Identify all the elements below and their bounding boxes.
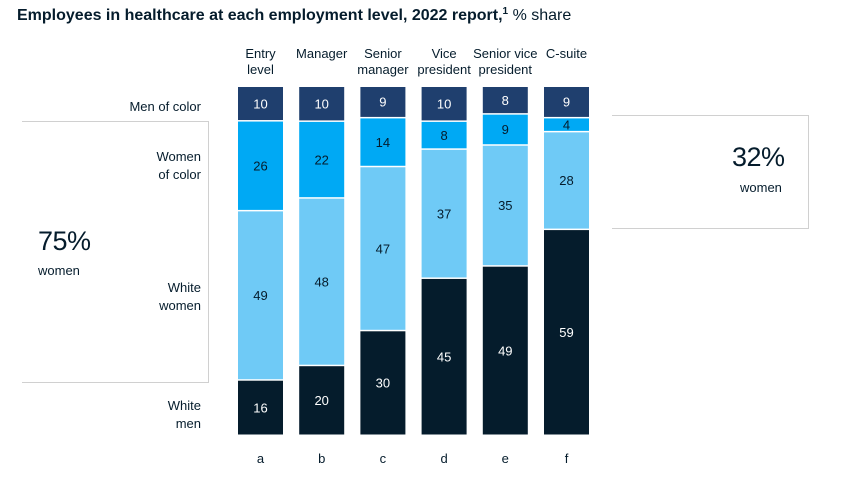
bar-white-men-d xyxy=(421,278,467,435)
row-label-men-of-color: Men of color xyxy=(129,99,201,114)
data-label-white-women-b: 48 xyxy=(314,274,328,289)
category-label-d: Vice president xyxy=(417,46,471,77)
data-label-women-of-color-f: 4 xyxy=(563,117,570,132)
right-women-percent: 32% xyxy=(732,142,785,172)
data-label-men-of-color-a: 10 xyxy=(253,96,267,111)
data-label-white-men-b: 20 xyxy=(314,393,328,408)
data-label-men-of-color-b: 10 xyxy=(314,96,328,111)
data-label-men-of-color-e: 8 xyxy=(502,93,509,108)
category-label-a: Entry level xyxy=(245,46,276,77)
data-label-white-men-d: 45 xyxy=(437,349,451,364)
women-callout-box-right xyxy=(612,115,809,229)
data-label-white-men-e: 49 xyxy=(498,343,512,358)
data-label-women-of-color-e: 9 xyxy=(502,122,509,137)
data-label-white-women-e: 35 xyxy=(498,198,512,213)
bar-white-men-f xyxy=(544,230,589,435)
bar-women-of-color-e xyxy=(482,114,528,145)
data-label-white-women-d: 37 xyxy=(437,206,451,221)
bar-white-women-d xyxy=(421,149,467,278)
row-label-white-men: White men xyxy=(167,398,201,431)
left-women-percent: 75% xyxy=(38,226,91,256)
row-label-white-women: White women xyxy=(159,280,201,313)
category-letter-e: e xyxy=(501,451,509,466)
title-footnote: 1 xyxy=(502,6,509,17)
data-label-women-of-color-d: 8 xyxy=(440,128,447,143)
bar-men-of-color-a xyxy=(238,87,283,121)
right-women-label: women xyxy=(740,180,782,195)
data-label-white-women-f: 28 xyxy=(559,173,573,188)
bar-white-women-f xyxy=(544,132,589,229)
chart-title: Employees in healthcare at each employme… xyxy=(17,6,571,25)
bar-white-women-e xyxy=(482,145,528,266)
bar-white-men-c xyxy=(360,331,406,435)
women-callout-box-left xyxy=(22,121,209,383)
bar-men-of-color-e xyxy=(482,87,528,114)
data-label-white-men-c: 30 xyxy=(376,376,390,391)
data-label-men-of-color-d: 10 xyxy=(437,96,451,111)
data-label-women-of-color-a: 26 xyxy=(253,158,267,173)
data-label-white-women-a: 49 xyxy=(253,288,267,303)
bar-women-of-color-d xyxy=(421,121,467,149)
category-letter-b: b xyxy=(318,451,326,466)
bar-women-of-color-f xyxy=(544,118,589,131)
bar-white-women-a xyxy=(238,211,283,380)
bar-men-of-color-c xyxy=(360,87,406,117)
bar-men-of-color-b xyxy=(299,87,345,121)
data-label-women-of-color-b: 22 xyxy=(314,152,328,167)
bar-white-men-e xyxy=(482,266,528,435)
category-label-b: Manager xyxy=(296,46,348,61)
category-letter-a: a xyxy=(256,451,265,466)
data-label-men-of-color-c: 9 xyxy=(379,95,386,110)
category-letter-c: c xyxy=(379,451,387,466)
title-unit: % share xyxy=(512,7,572,24)
category-letter-f: f xyxy=(564,451,569,466)
bar-women-of-color-c xyxy=(360,118,406,166)
bar-white-women-b xyxy=(299,198,345,365)
title-main: Employees in healthcare at each employme… xyxy=(17,7,503,24)
left-women-label: women xyxy=(38,263,80,278)
bar-white-women-c xyxy=(360,167,406,330)
row-label-women-of-color: Women of color xyxy=(156,149,201,182)
bar-white-men-b xyxy=(299,366,345,435)
data-label-white-men-f: 59 xyxy=(559,325,573,340)
data-label-white-men-a: 16 xyxy=(253,400,267,415)
category-label-c: Senior manager xyxy=(357,46,409,77)
bar-white-men-a xyxy=(238,380,283,435)
data-label-white-women-c: 47 xyxy=(376,241,390,256)
data-label-women-of-color-c: 14 xyxy=(376,135,390,150)
category-label-f: C-suite xyxy=(545,46,588,61)
bar-men-of-color-d xyxy=(421,87,467,121)
bar-men-of-color-f xyxy=(544,87,589,117)
bar-women-of-color-b xyxy=(299,121,345,198)
category-letter-d: d xyxy=(440,451,448,466)
category-label-e: Senior vice president xyxy=(473,46,538,77)
bar-women-of-color-a xyxy=(238,121,283,210)
data-label-men-of-color-f: 9 xyxy=(563,95,570,110)
